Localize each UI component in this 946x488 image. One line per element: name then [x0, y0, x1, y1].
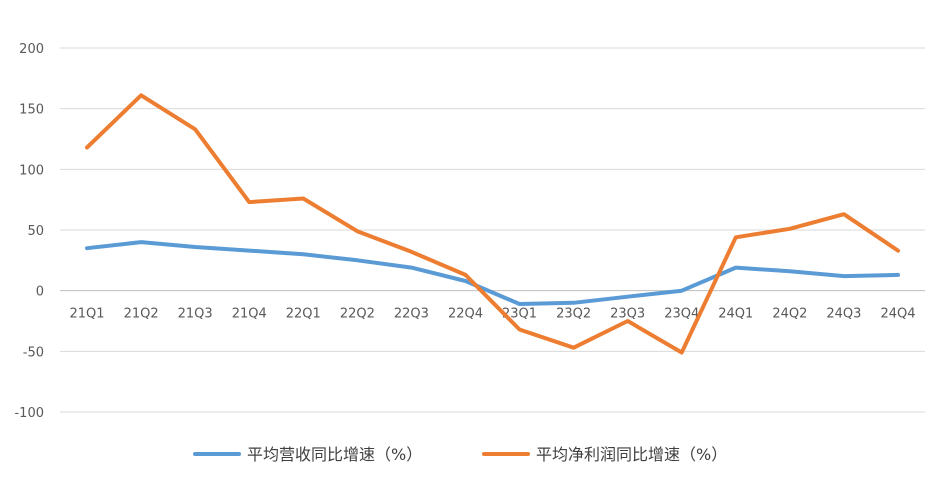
x-tick-label: 21Q2 [124, 307, 159, 322]
y-tick-label: -100 [14, 406, 44, 421]
series-lines [85, 93, 900, 355]
y-tick-label: -50 [23, 345, 44, 360]
y-tick-label: 150 [19, 103, 44, 118]
y-axis-tick-labels: 200 150 100 50 0 -50 -100 [14, 42, 44, 421]
series-line-1 [85, 93, 900, 355]
y-tick-label: 100 [19, 163, 44, 178]
x-tick-label: 23Q3 [610, 307, 645, 322]
x-tick-label: 24Q4 [880, 307, 915, 322]
legend-label-1: 平均净利润同比增速（%） [536, 445, 727, 464]
x-tick-label: 21Q3 [178, 307, 213, 322]
x-tick-label: 22Q3 [394, 307, 429, 322]
legend: 平均营收同比增速（%） 平均净利润同比增速（%） [193, 445, 727, 464]
x-tick-label: 21Q1 [70, 307, 105, 322]
x-tick-label: 23Q4 [664, 307, 699, 322]
y-tick-label: 200 [19, 42, 44, 57]
x-tick-label: 23Q2 [556, 307, 591, 322]
series-line-0 [85, 240, 900, 306]
x-tick-label: 22Q1 [286, 307, 321, 322]
y-tick-label: 50 [27, 224, 44, 239]
x-tick-label: 24Q1 [718, 307, 753, 322]
x-tick-label: 24Q2 [772, 307, 807, 322]
x-tick-label: 22Q2 [340, 307, 375, 322]
x-tick-label: 21Q4 [232, 307, 267, 322]
legend-label-0: 平均营收同比增速（%） [247, 445, 422, 464]
x-tick-label: 24Q3 [826, 307, 861, 322]
y-tick-label: 0 [36, 285, 44, 300]
x-axis-tick-labels: 21Q1 21Q2 21Q3 21Q4 22Q1 22Q2 22Q3 22Q4 23Q1 23Q2… [70, 307, 916, 322]
x-tick-label: 22Q4 [448, 307, 483, 322]
gridlines [60, 47, 925, 413]
